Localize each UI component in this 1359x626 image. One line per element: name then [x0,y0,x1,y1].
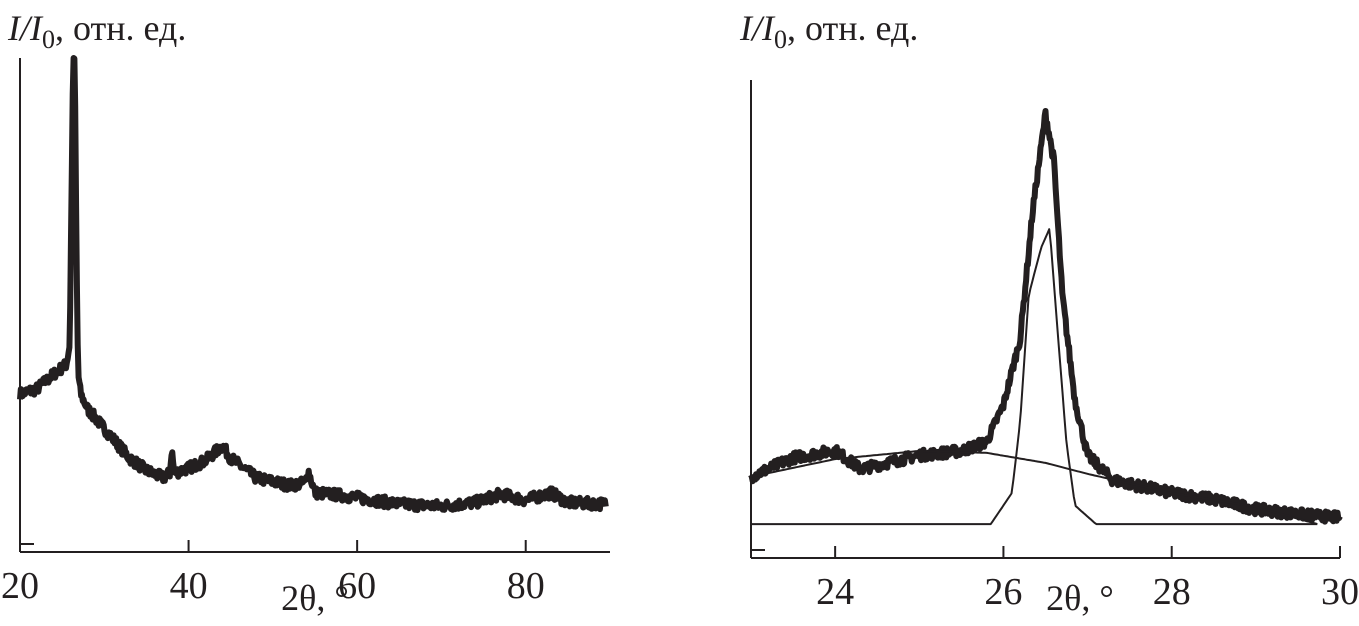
left-xrd-chart: I/I0, отн. ед. 2θ, ° 20 40 60 80 [1,8,610,618]
x-tick-label: 80 [507,565,545,607]
measured-pattern-line [17,55,609,514]
x-tick-label: 60 [338,565,376,607]
fit-component-line-2 [751,228,1318,526]
fit-component-line-1 [750,450,1318,526]
y-axis-title: I/I0, отн. ед. [739,8,918,54]
right-xrd-chart: I/I0, отн. ед. 2θ, ° 24 26 28 30 [739,8,1359,618]
x-axis-title: 2θ, ° [281,578,349,618]
x-tick-label: 20 [1,565,39,607]
x-tick-label: 24 [816,571,854,613]
x-tick-label: 40 [170,565,208,607]
x-tick-label: 26 [984,571,1022,613]
x-axis-title: 2θ, ° [1046,578,1114,618]
y-axis-title: I/I0, отн. ед. [7,8,186,54]
measured-pattern-line [748,108,1343,525]
x-tick-label: 30 [1321,571,1359,613]
x-tick-label: 28 [1153,571,1191,613]
